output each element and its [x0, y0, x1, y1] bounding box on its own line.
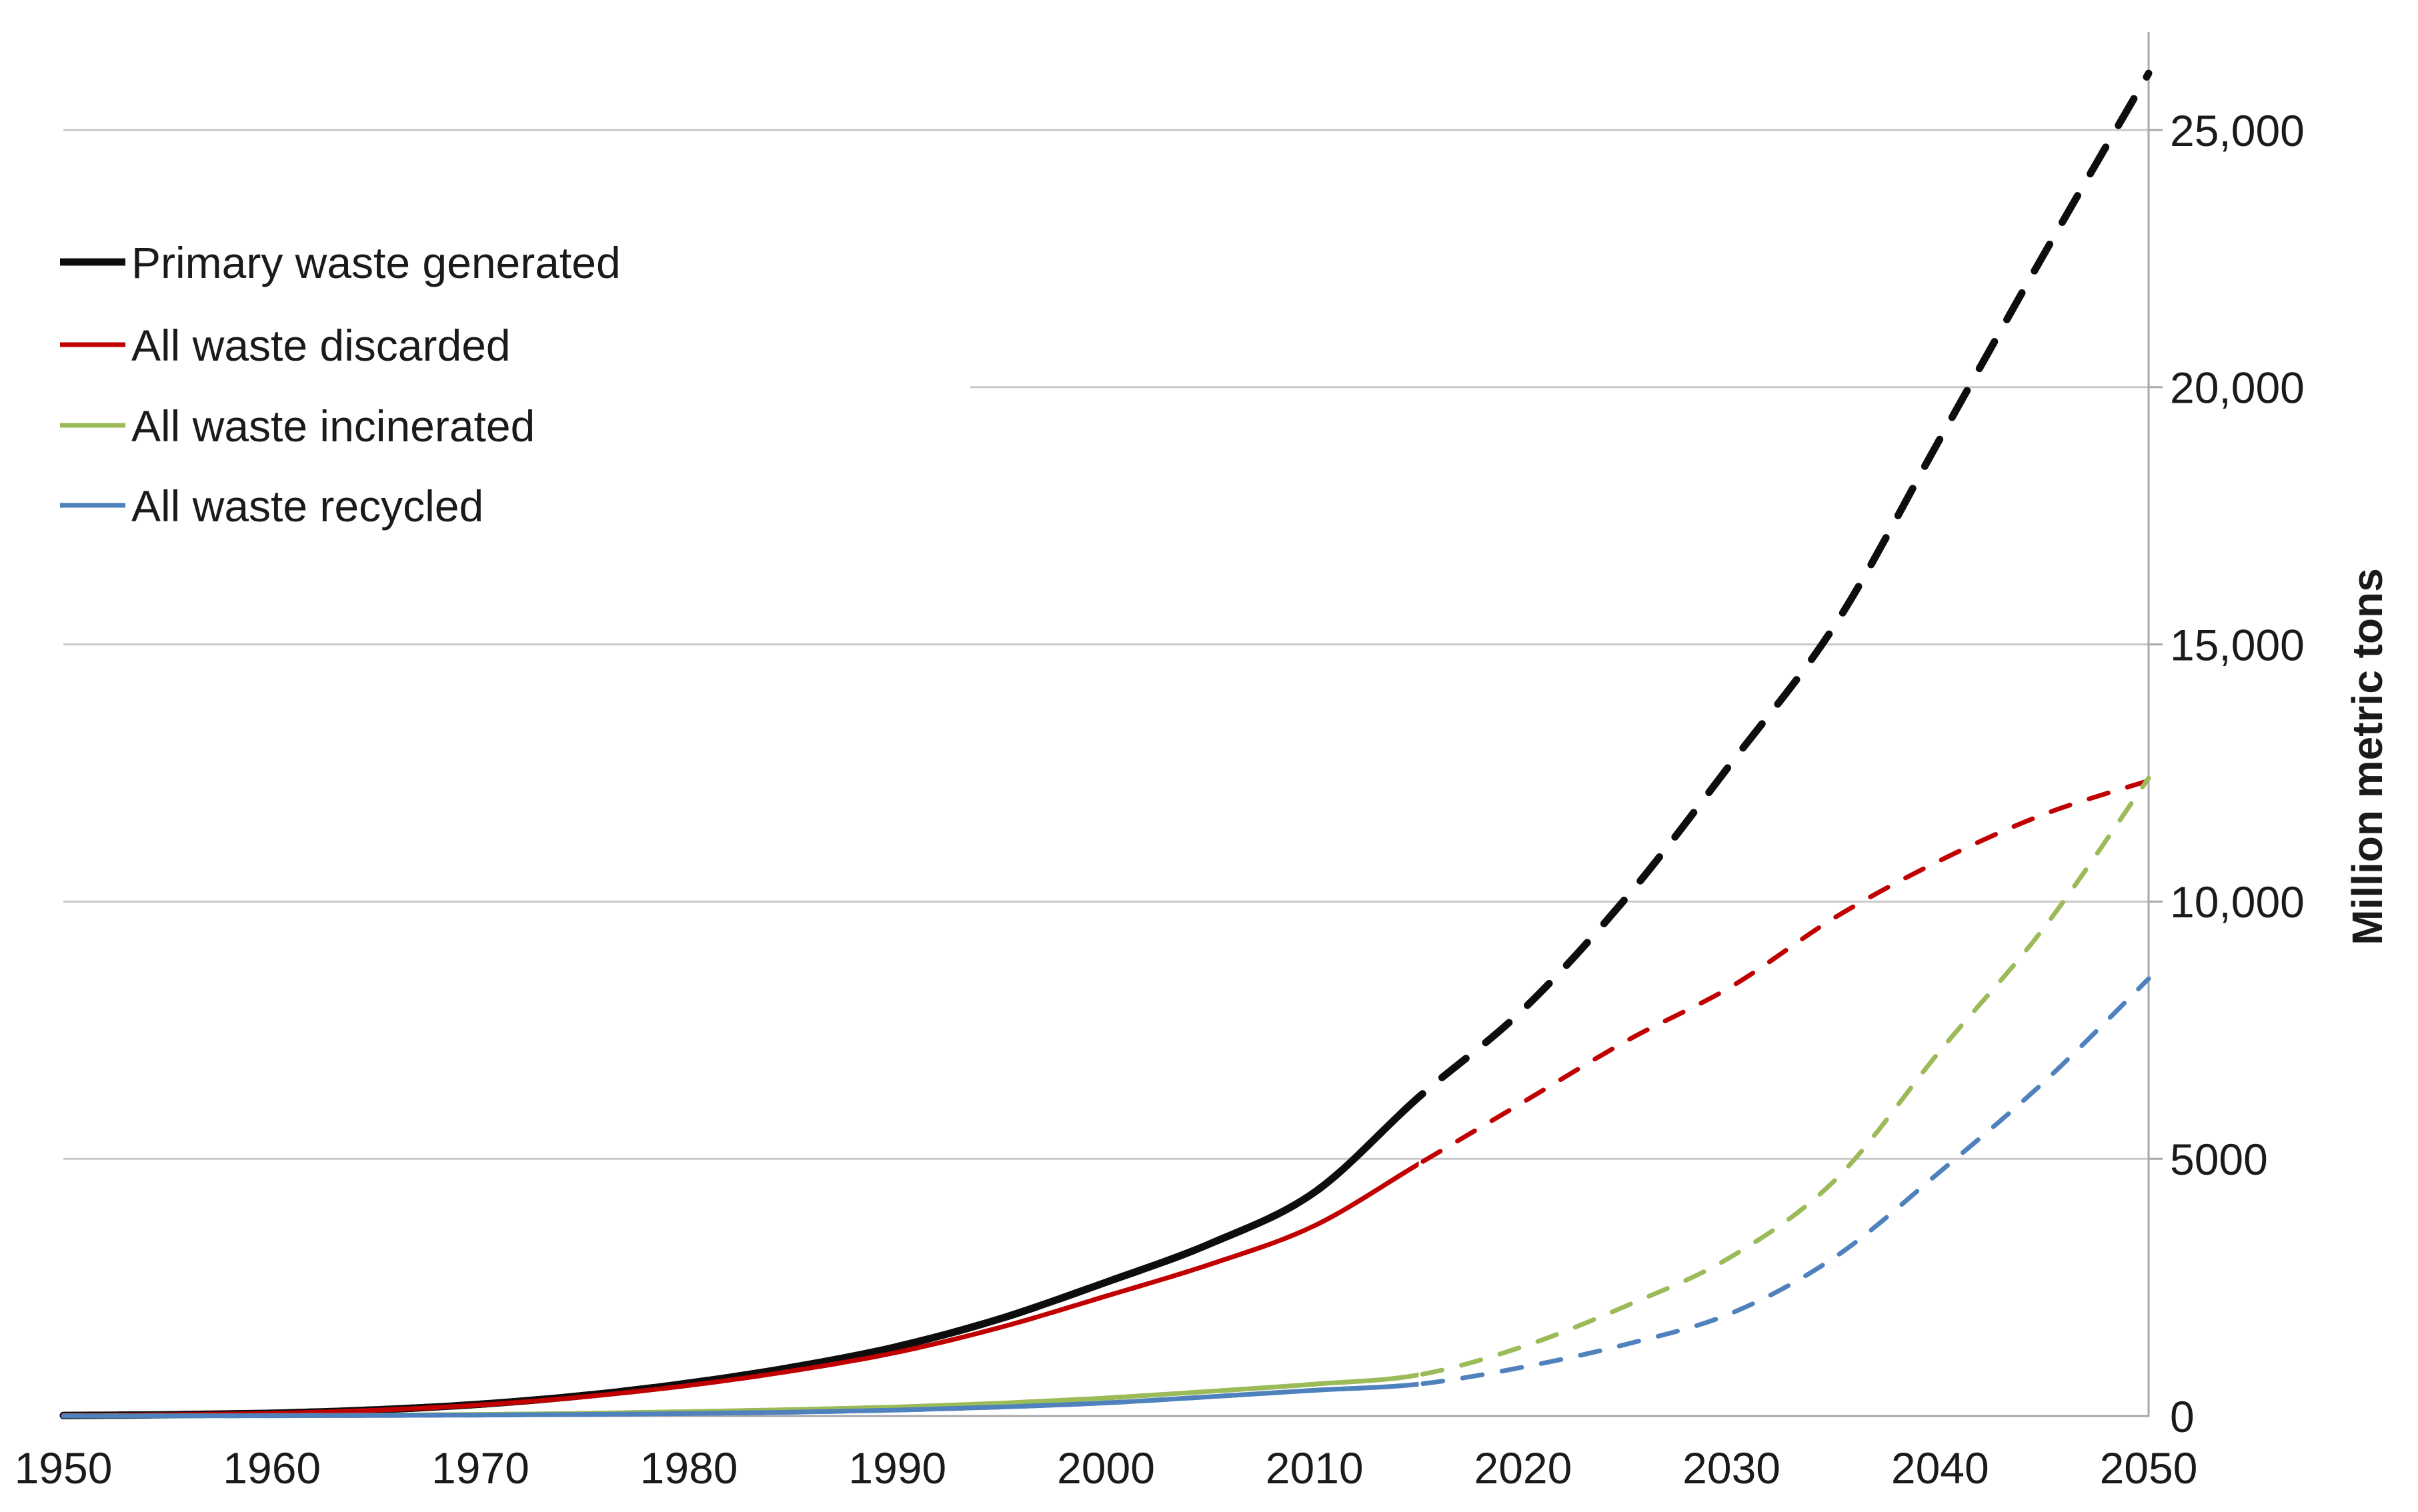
legend-item-all-waste-incinerated: All waste incinerated [60, 401, 535, 451]
series-solid-all-waste-recycled [61, 1381, 1419, 1419]
x-tick-label-1960: 1960 [223, 1443, 321, 1493]
x-tick-label-2000: 2000 [1057, 1443, 1155, 1493]
legend-item-primary-waste-generated: Primary waste generated [60, 238, 621, 287]
legend-item-all-waste-recycled: All waste recycled [60, 481, 483, 531]
y-tick-label-15000: 15,000 [2170, 620, 2305, 669]
legend-label-all-waste-incinerated: All waste incinerated [131, 401, 535, 451]
legend-label-primary-waste-generated: Primary waste generated [131, 238, 621, 287]
legend-label-all-waste-recycled: All waste recycled [131, 481, 483, 531]
series-dashed-all-waste-recycled [61, 976, 2151, 1419]
x-tick-label-2030: 2030 [1682, 1443, 1780, 1493]
x-tick-label-2040: 2040 [1891, 1443, 1989, 1493]
tick-labels-layer: 0 5000 10,000 15,000 20,000 25,000 1950 1960 197… [15, 106, 2305, 1493]
x-tick-label-1980: 1980 [640, 1443, 738, 1493]
y-tick-label-5000: 5000 [2170, 1135, 2268, 1184]
y-axis-title-layer: Million metric tons [2343, 568, 2391, 945]
series-dashed-primary-waste-generated [59, 69, 2153, 1419]
x-tick-label-1990: 1990 [848, 1443, 946, 1493]
legend-label-all-waste-discarded: All waste discarded [131, 321, 511, 370]
legend-background [37, 213, 970, 557]
x-tick-label-2050: 2050 [2100, 1443, 2198, 1493]
series-solid-all-waste-incinerated [61, 1372, 1419, 1419]
x-tick-label-2020: 2020 [1474, 1443, 1572, 1493]
y-tick-label-0: 0 [2170, 1392, 2195, 1441]
legend-item-all-waste-discarded: All waste discarded [60, 321, 511, 370]
y-tick-label-10000: 10,000 [2170, 877, 2305, 927]
x-tick-label-1970: 1970 [431, 1443, 529, 1493]
x-tick-label-1950: 1950 [15, 1443, 113, 1493]
x-tick-label-2010: 2010 [1266, 1443, 1364, 1493]
series-solid-all-waste-discarded [61, 1161, 1419, 1418]
y-tick-label-20000: 20,000 [2170, 363, 2305, 413]
series-dashed-all-waste-incinerated [61, 775, 2151, 1419]
legend: Primary waste generated All waste discard… [37, 213, 970, 557]
y-axis-title: Million metric tons [2343, 568, 2391, 945]
series-dashed-all-waste-discarded [61, 778, 2151, 1418]
y-tick-label-25000: 25,000 [2170, 106, 2305, 155]
series-layer [59, 69, 2153, 1419]
